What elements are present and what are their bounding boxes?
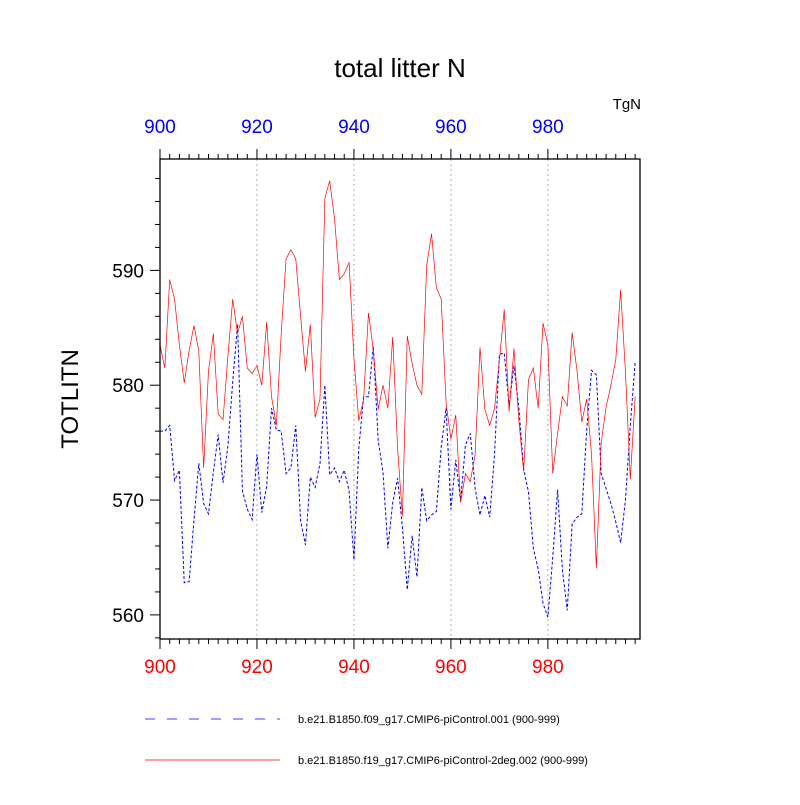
x-tick-label-top: 980 [532, 117, 564, 138]
y-tick-label: 590 [112, 261, 144, 282]
legend-label-series-1: b.e21.B1850.f09_g17.CMIP6-piControl.001 … [298, 714, 560, 726]
legend-label-series-2: b.e21.B1850.f19_g17.CMIP6-piControl-2deg… [298, 755, 588, 767]
x-tick-label-top: 900 [144, 117, 176, 138]
plot-frame [159, 158, 641, 640]
plot-series [159, 180, 636, 618]
legend: b.e21.B1850.f09_g17.CMIP6-piControl.001 … [145, 714, 588, 767]
y-tick-label: 580 [112, 376, 144, 397]
chart-title: total litter N [334, 53, 466, 83]
axes: 900 900 920 920 940 940 960 960 980 980 560 570 580 5… [112, 117, 641, 678]
x-tick-label-bottom: 900 [144, 657, 176, 678]
units-label: TgN [613, 96, 641, 113]
y-tick-label: 560 [112, 606, 144, 627]
x-tick-label-top: 920 [241, 117, 273, 138]
gridlines [256, 159, 549, 639]
x-tick-label-bottom: 940 [338, 657, 370, 678]
y-tick-label: 570 [112, 491, 144, 512]
series-line-2 [159, 180, 636, 568]
series-line-1 [160, 324, 636, 618]
x-tick-label-top: 940 [338, 117, 370, 138]
x-tick-label-top: 960 [435, 117, 467, 138]
x-tick-label-bottom: 960 [435, 657, 467, 678]
x-tick-label-bottom: 980 [532, 657, 564, 678]
x-tick-label-bottom: 920 [241, 657, 273, 678]
y-axis-label: TOTLITN [57, 349, 84, 449]
